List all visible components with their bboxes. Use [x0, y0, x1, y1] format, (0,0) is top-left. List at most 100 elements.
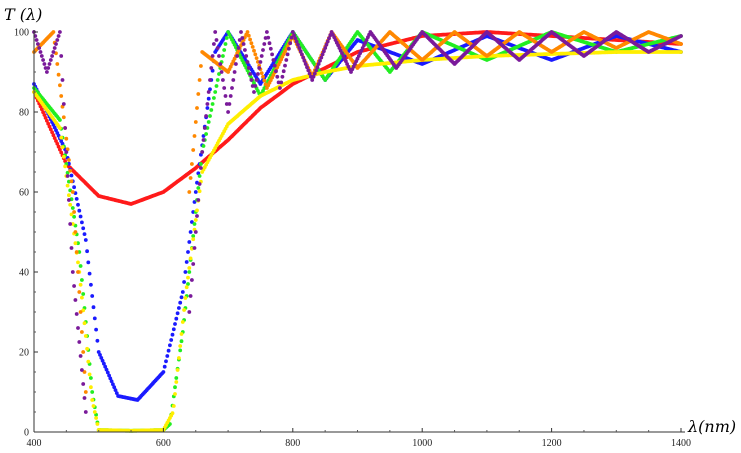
data-point	[222, 48, 227, 52]
data-point	[60, 145, 65, 150]
data-point	[224, 102, 229, 106]
data-point	[94, 416, 98, 420]
data-point	[45, 70, 49, 74]
data-point	[170, 411, 175, 416]
data-point	[39, 107, 44, 112]
x-tick-label: 1200	[542, 438, 562, 449]
data-point	[212, 42, 216, 46]
data-point	[192, 134, 197, 138]
data-point	[69, 212, 74, 217]
x-tick-label: 1000	[412, 438, 432, 449]
data-point	[52, 136, 57, 141]
data-point	[100, 358, 105, 363]
data-point	[191, 210, 196, 214]
data-point	[188, 230, 193, 234]
data-point	[310, 78, 315, 82]
data-point	[55, 141, 60, 146]
data-point	[191, 148, 196, 152]
data-point	[70, 206, 75, 210]
data-point	[67, 193, 71, 198]
data-point	[239, 30, 243, 34]
data-point	[236, 46, 241, 50]
data-point	[76, 241, 80, 246]
data-point	[82, 396, 87, 400]
data-point	[50, 130, 54, 135]
data-point	[190, 220, 194, 224]
data-point	[94, 327, 98, 332]
data-point	[174, 380, 179, 384]
data-point	[188, 176, 193, 180]
data-point	[245, 30, 250, 34]
data-point	[42, 62, 47, 66]
data-point	[253, 52, 258, 57]
data-point	[182, 280, 187, 284]
data-point	[285, 52, 290, 57]
data-point	[86, 260, 91, 265]
data-point	[80, 295, 84, 300]
data-point	[190, 162, 194, 166]
data-point	[51, 30, 56, 34]
y-tick-label: 40	[19, 268, 29, 279]
data-point	[81, 350, 86, 354]
data-point	[92, 410, 97, 414]
data-point	[51, 133, 56, 138]
data-point	[65, 183, 70, 188]
data-point	[325, 39, 330, 44]
data-point	[175, 311, 180, 316]
data-point	[72, 214, 76, 219]
data-point	[320, 52, 325, 57]
data-point	[89, 282, 93, 287]
data-point	[47, 62, 52, 66]
data-point	[73, 298, 78, 302]
data-point	[39, 54, 44, 58]
data-point	[249, 41, 254, 46]
series-2	[32, 30, 683, 433]
data-point	[253, 84, 258, 88]
y-axis-label: T (λ)	[4, 5, 42, 24]
data-point	[231, 78, 236, 82]
data-point	[209, 108, 214, 112]
data-points-layer	[32, 30, 683, 433]
data-point	[187, 190, 192, 194]
y-tick-label: 20	[19, 348, 29, 359]
data-point	[305, 65, 309, 70]
data-point	[113, 388, 118, 392]
data-point	[191, 234, 196, 238]
data-point	[327, 36, 331, 41]
data-point	[258, 60, 263, 64]
data-point	[78, 354, 83, 358]
data-point	[301, 55, 306, 60]
data-point	[56, 144, 61, 149]
data-point	[58, 30, 62, 34]
data-point	[70, 222, 75, 226]
data-point	[38, 50, 43, 54]
data-point	[104, 367, 109, 372]
data-point	[193, 190, 198, 194]
data-point	[210, 102, 215, 106]
data-point	[64, 150, 69, 154]
data-point	[275, 74, 280, 79]
data-point	[105, 370, 110, 375]
data-point	[188, 256, 193, 261]
data-point	[294, 39, 299, 44]
data-point	[80, 220, 84, 225]
data-point	[197, 189, 202, 194]
data-point	[228, 94, 233, 98]
data-point	[58, 83, 62, 88]
data-point	[187, 240, 192, 244]
data-point	[271, 58, 276, 62]
data-point	[67, 198, 71, 202]
data-point	[168, 343, 172, 348]
data-point	[261, 48, 265, 52]
data-point	[77, 208, 82, 213]
data-point	[195, 106, 199, 110]
x-tick-label: 1400	[671, 438, 691, 449]
data-point	[95, 338, 100, 343]
data-point	[46, 66, 51, 70]
data-point	[64, 136, 69, 141]
data-point	[81, 382, 86, 386]
data-point	[91, 404, 96, 408]
data-point	[205, 102, 210, 106]
data-point	[224, 36, 229, 40]
y-tick-label: 80	[19, 108, 29, 119]
